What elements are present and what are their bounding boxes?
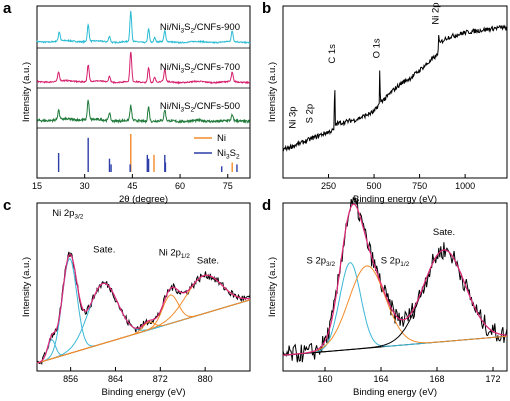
x-tick-label: 750 (412, 181, 427, 191)
series-label: Ni/Ni3S2/CNFs-700 (160, 62, 240, 75)
fit-component (36, 299, 251, 364)
fit-envelope (36, 253, 251, 364)
fit-envelope (282, 203, 507, 356)
fit-component (36, 258, 251, 364)
series-label: Ni/Ni3S2/CNFs-900 (160, 22, 240, 35)
xrd-pattern-3 (36, 99, 251, 124)
plot-frame (282, 5, 508, 179)
x-tick-label: 250 (321, 181, 336, 191)
x-tick-label: 872 (153, 374, 168, 384)
x-tick-label: 45 (127, 181, 137, 191)
peak-annotation: Sate. (433, 227, 455, 238)
peak-annotation: Ni 2p (431, 2, 442, 24)
x-axis-label: Binding energy (eV) (102, 387, 186, 398)
y-axis-label: Intensity (a.u.) (21, 62, 32, 122)
raw-spectrum (282, 196, 508, 363)
series-label: Ni/Ni3S2/CNFs-500 (160, 101, 240, 114)
peak-annotation: C 1s (327, 44, 338, 64)
x-tick-label: 172 (485, 374, 500, 384)
chart-panel-c: 856 864 872 880 Binding energy (eV) Intensity… (21, 202, 251, 398)
plot-frame (36, 5, 251, 179)
fit-component (282, 265, 508, 356)
legend-label: Ni3S2 (217, 148, 240, 161)
x-tick-label: 864 (108, 374, 123, 384)
x-tick-label: 168 (429, 374, 444, 384)
peak-annotation: S 2p3/2 (307, 256, 336, 269)
x-tick-label: 15 (32, 181, 42, 191)
survey-spectrum (282, 24, 508, 152)
x-axis-label: Binding energy (eV) (353, 194, 437, 205)
chart-panel-b: 250 500 750 1000 Binding energy (eV) Intensit… (267, 2, 508, 205)
peak-annotation: Ni 2p1/2 (159, 248, 191, 261)
x-tick-label: 164 (373, 374, 388, 384)
peak-annotation: O 1s (372, 38, 383, 58)
fit-component (36, 294, 251, 364)
peak-annotation: Sate. (197, 256, 219, 267)
x-tick-label: 1000 (455, 181, 475, 191)
x-axis-label: Binding energy (eV) (353, 387, 437, 398)
fit-component (282, 262, 508, 356)
peak-annotation: Ni 2p3/2 (52, 208, 84, 221)
raw-spectrum (36, 251, 251, 366)
y-axis-label: Intensity (a.u.) (267, 62, 278, 122)
peak-annotation: Ni 3p (287, 106, 298, 128)
x-tick-label: 856 (63, 374, 78, 384)
xrd-pattern-2 (36, 51, 251, 85)
y-axis-label: Intensity (a.u.) (267, 257, 278, 317)
peak-annotation: Sate. (93, 245, 115, 256)
plot-frame (282, 202, 508, 372)
plot-frame (36, 202, 251, 372)
x-tick-label: 500 (367, 181, 382, 191)
chart-panel-d: 160 164 168 172 Binding energy (eV) Intensity… (267, 196, 508, 398)
x-tick-label: 880 (198, 374, 213, 384)
x-tick-label: 160 (317, 374, 332, 384)
peak-annotation: S 2p (305, 104, 316, 124)
legend-label: Ni (217, 133, 226, 144)
panel-label-b: b (262, 0, 271, 17)
x-axis-label: 2θ (degree) (119, 194, 168, 205)
chart-panel-a: 15 30 45 60 75 2θ (degree) Intensity (a.u.) Ni/… (21, 5, 251, 205)
x-tick-label: 75 (223, 181, 233, 191)
y-axis-label: Intensity (a.u.) (21, 257, 32, 317)
x-tick-label: 30 (80, 181, 90, 191)
x-tick-label: 60 (175, 181, 185, 191)
panel-label-c: c (3, 197, 11, 214)
xrd-pattern-1 (36, 10, 251, 45)
panel-label-d: d (262, 197, 271, 214)
panel-label-a: a (3, 0, 12, 17)
peak-annotation: S 2p1/2 (381, 256, 410, 269)
